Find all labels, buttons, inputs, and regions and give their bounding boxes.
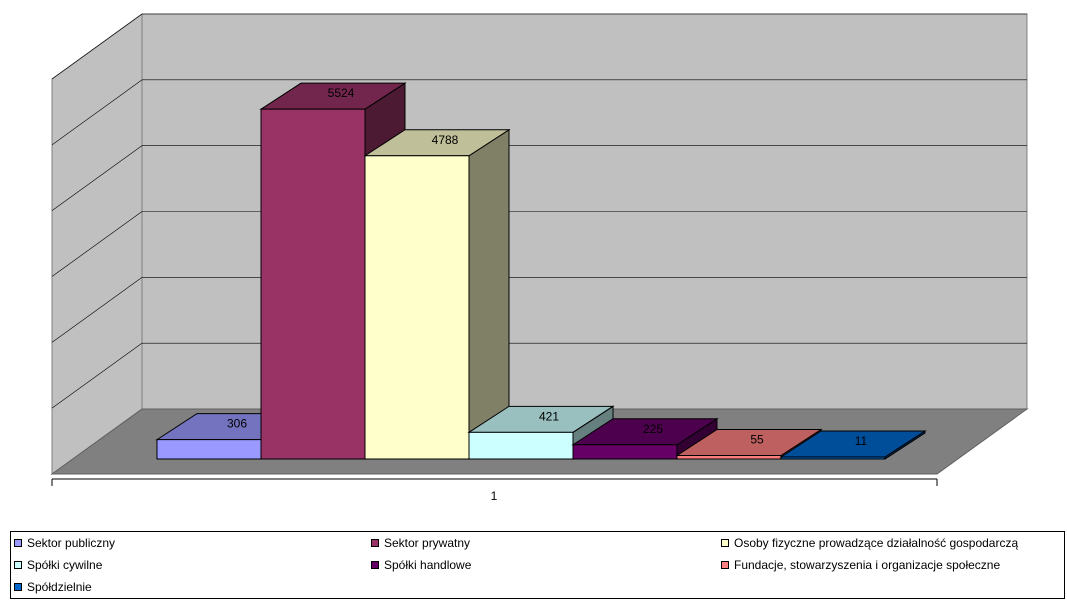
legend-swatch — [14, 539, 22, 547]
legend-swatch — [721, 539, 729, 547]
bar-side — [468, 128, 510, 460]
legend-label: Sektor prywatny — [384, 536, 471, 550]
legend-swatch — [14, 583, 22, 591]
legend-label: Osoby fizyczne prowadzące działalność go… — [734, 536, 1019, 550]
legend-label: Fundacje, stowarzyszenia i organizacje s… — [734, 558, 1001, 572]
bar-3 — [363, 128, 511, 460]
bar-front — [572, 444, 678, 460]
bars — [155, 82, 927, 460]
gridline-side — [51, 145, 143, 211]
gridline-side — [51, 342, 143, 409]
gridline-side — [51, 13, 143, 80]
data-label: 11 — [855, 434, 868, 448]
legend-item: Spółdzielnie — [11, 578, 92, 596]
gridline-side — [51, 277, 143, 343]
legend-swatch — [371, 561, 379, 569]
legend-label: Spółki cywilne — [27, 558, 103, 572]
data-label: 55 — [750, 433, 764, 447]
legend-label: Sektor publiczny — [27, 536, 116, 550]
legend-item: Fundacje, stowarzyszenia i organizacje s… — [718, 556, 1000, 574]
gridline-side — [51, 211, 143, 277]
data-label: 306 — [227, 417, 247, 431]
x-tick-label: 1 — [491, 489, 498, 503]
legend-label: Spółki handlowe — [384, 558, 472, 572]
bar-front — [364, 155, 470, 460]
data-labels: 306 5524 4788 421 225 55 11 — [227, 86, 868, 448]
legend-item: Spółki cywilne — [11, 556, 102, 574]
bar-front — [468, 431, 574, 460]
legend-item: Sektor prywatny — [368, 534, 470, 552]
legend: Sektor publiczny Sektor prywatny Osoby fiz… — [10, 531, 1065, 599]
bar-4 — [467, 405, 615, 460]
legend-swatch — [14, 561, 22, 569]
legend-item: Osoby fizyczne prowadzące działalność go… — [718, 534, 1018, 552]
legend-item: Spółki handlowe — [368, 556, 471, 574]
legend-label: Spółdzielnie — [27, 580, 92, 594]
bar-7 — [779, 430, 927, 460]
legend-item: Sektor publiczny — [11, 534, 115, 552]
data-label: 5524 — [328, 86, 355, 100]
bar-front — [780, 456, 886, 460]
legend-swatch — [371, 539, 379, 547]
legend-swatch — [721, 561, 729, 569]
gridline-side — [51, 79, 143, 146]
data-label: 225 — [643, 422, 663, 436]
bar-front — [676, 455, 782, 460]
chart-area: 306 5524 4788 421 225 55 11 1 — [50, 13, 1029, 503]
bar-front — [260, 108, 366, 460]
data-label: 4788 — [432, 133, 459, 147]
data-label: 421 — [539, 409, 559, 423]
bar-front — [156, 439, 262, 460]
